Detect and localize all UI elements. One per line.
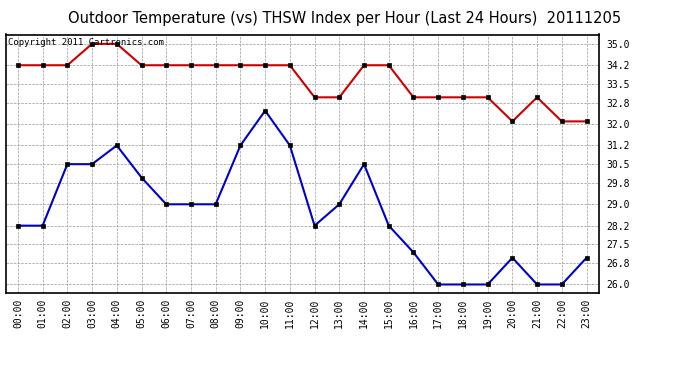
Text: Copyright 2011 Cartronics.com: Copyright 2011 Cartronics.com (8, 38, 164, 47)
Text: Outdoor Temperature (vs) THSW Index per Hour (Last 24 Hours)  20111205: Outdoor Temperature (vs) THSW Index per … (68, 11, 622, 26)
